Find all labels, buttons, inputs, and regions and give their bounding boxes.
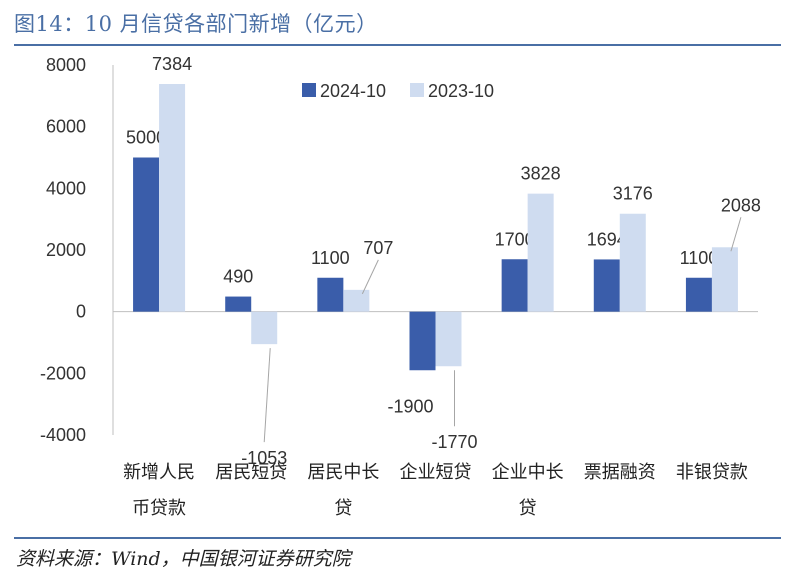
data-label: -1053 <box>241 448 287 468</box>
bar-2023-5 <box>619 213 646 312</box>
bar-2023-1 <box>251 311 278 345</box>
x-category-label: 贷 <box>334 498 352 519</box>
x-category-label: 贷 <box>519 498 537 519</box>
bar-2024-5 <box>593 259 620 312</box>
data-label: 1100 <box>311 248 350 268</box>
bar-2023-2 <box>343 289 370 312</box>
source-divider <box>14 537 781 539</box>
data-label: -1900 <box>387 396 433 416</box>
data-label: 1694 <box>587 229 627 249</box>
bar-2024-2 <box>317 277 344 312</box>
data-label: 3828 <box>521 164 561 184</box>
chart-title: 图14：10 月信贷各部门新增（亿元） <box>14 12 378 36</box>
title-divider <box>14 44 781 46</box>
data-label: 5000 <box>126 128 166 148</box>
data-label: 2088 <box>721 195 761 215</box>
label-leader-line <box>730 217 742 252</box>
label-leader-line <box>361 259 379 295</box>
legend-swatch-2024 <box>302 83 316 97</box>
bar-2023-0 <box>159 83 186 312</box>
x-category-label: 新增人民 <box>123 462 195 483</box>
data-label: 490 <box>223 267 253 287</box>
y-tick-label: 2000 <box>46 240 86 260</box>
bar-2024-0 <box>133 157 160 312</box>
source-note: 资料来源：Wind，中国银河证券研究院 <box>16 548 351 570</box>
bar-2023-6 <box>711 247 738 312</box>
x-category-label: 企业短贷 <box>400 462 472 483</box>
x-category-label: 居民短贷 <box>215 462 287 483</box>
bar-2024-6 <box>685 277 712 312</box>
x-category-label: 企业中长 <box>492 462 564 483</box>
y-tick-label: 4000 <box>46 178 86 198</box>
x-category-label: 币贷款 <box>132 498 186 519</box>
y-tick-label: 6000 <box>46 117 86 137</box>
y-tick-label: -2000 <box>40 363 86 383</box>
data-label: -1770 <box>431 432 477 452</box>
data-label: 3176 <box>613 184 653 204</box>
y-tick-label: 0 <box>76 302 86 322</box>
data-label: 1700 <box>495 229 535 249</box>
data-label: 7384 <box>152 54 192 74</box>
legend-label: 2023-10 <box>428 81 494 101</box>
bar-2024-4 <box>501 259 528 312</box>
bar-2023-4 <box>527 193 554 312</box>
x-category-label: 票据融资 <box>584 462 656 483</box>
bar-2023-3 <box>435 311 462 367</box>
legend-swatch-2023 <box>410 83 424 97</box>
data-label: 1100 <box>680 248 719 268</box>
data-label: 707 <box>363 238 393 258</box>
y-tick-label: 8000 <box>46 55 86 75</box>
bar-2024-3 <box>409 311 436 371</box>
legend-label: 2024-10 <box>320 81 386 101</box>
x-category-label: 居民中长 <box>307 462 379 483</box>
y-tick-label: -4000 <box>40 425 86 445</box>
bar-2024-1 <box>225 296 252 312</box>
x-category-label: 非银贷款 <box>676 462 748 483</box>
label-leader-line <box>263 348 271 443</box>
